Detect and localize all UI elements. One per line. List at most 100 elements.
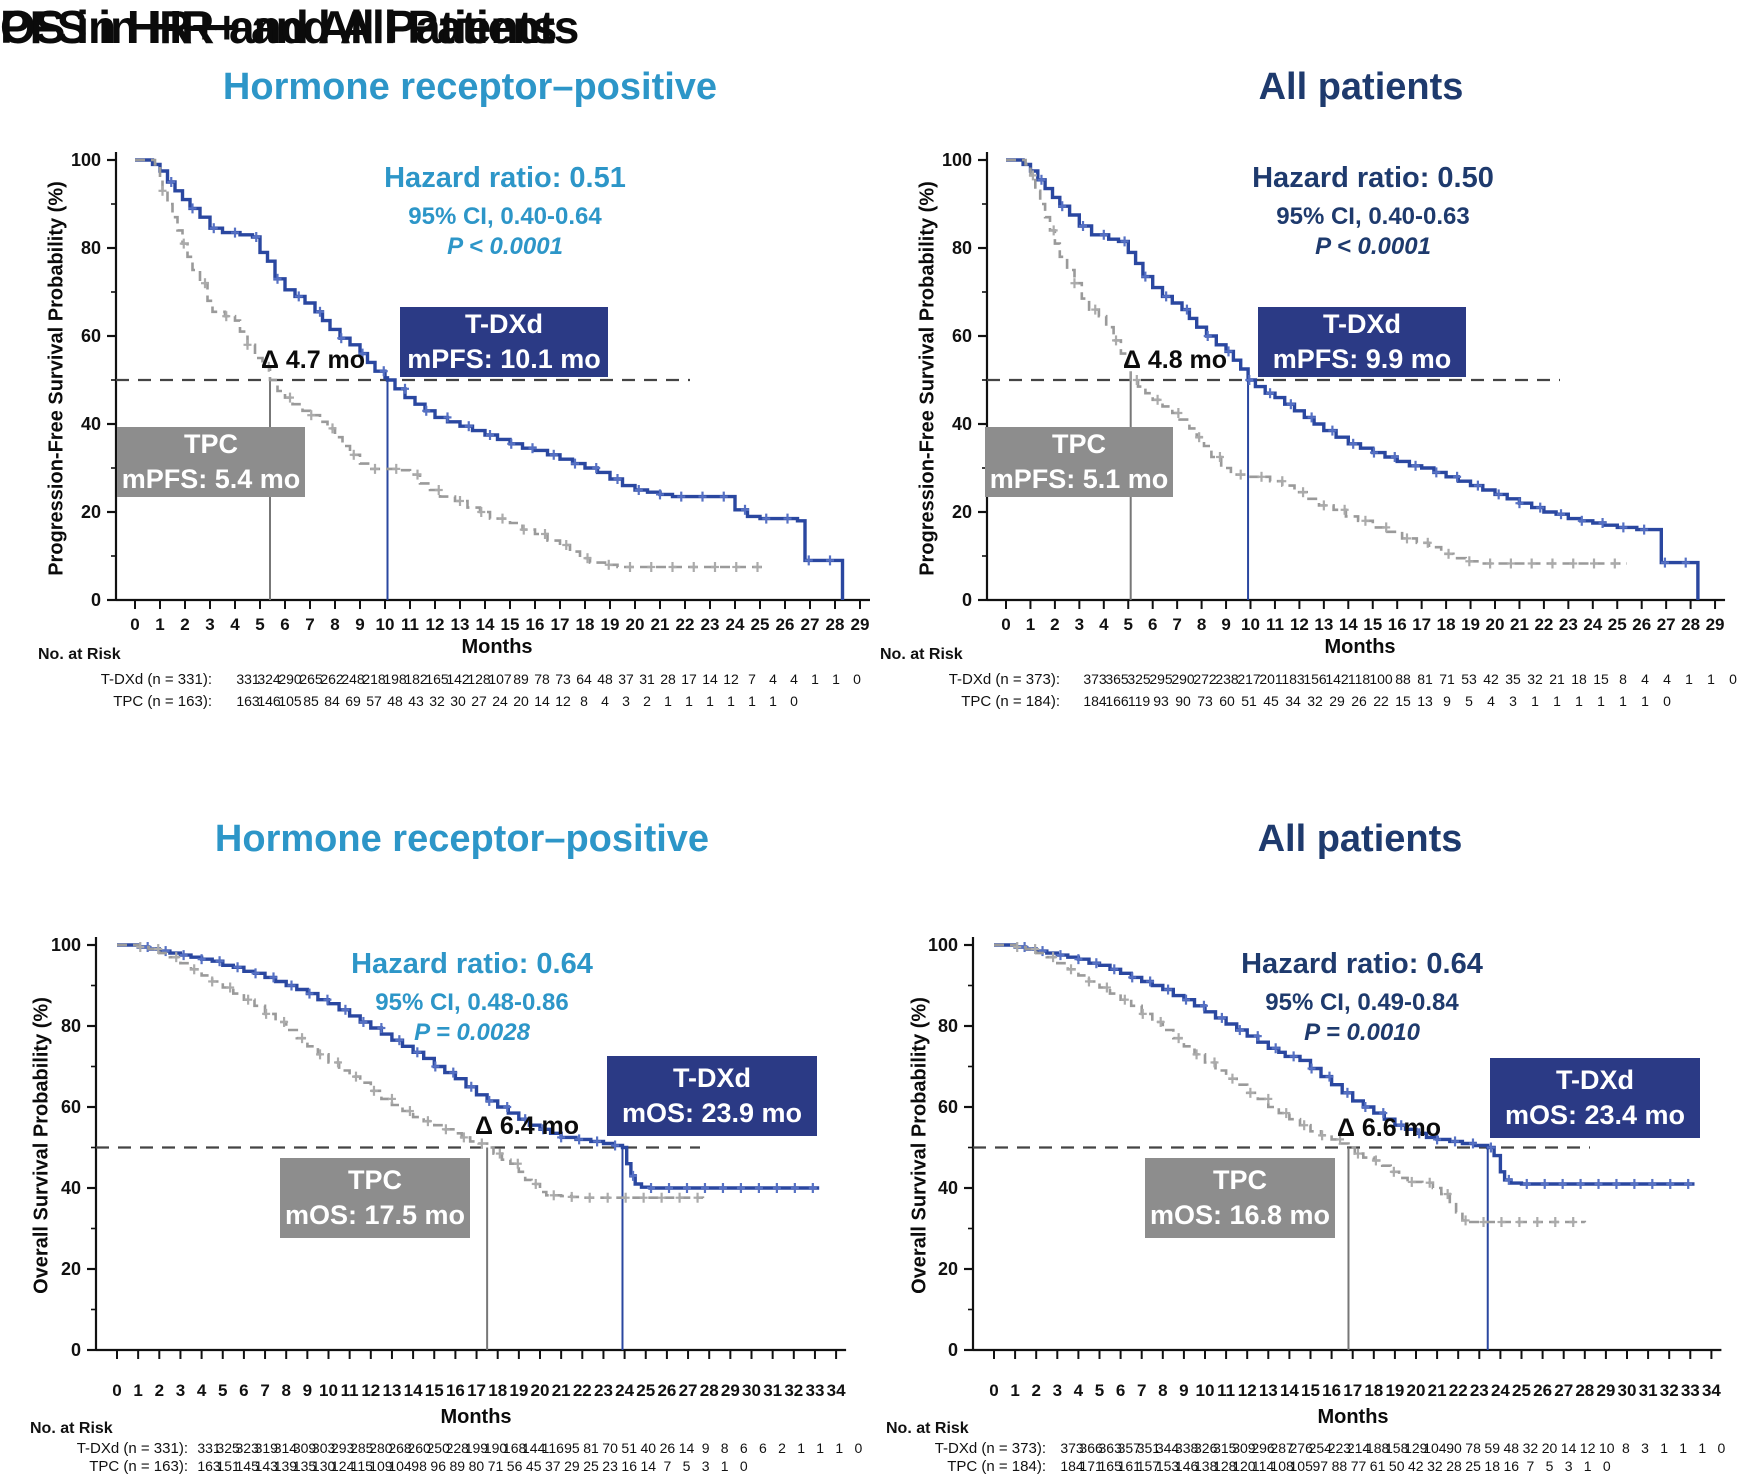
risk-value: 146 xyxy=(257,693,281,709)
risk-value: 3 xyxy=(702,1458,710,1474)
risk-value: 262 xyxy=(320,671,344,687)
risk-value: 324 xyxy=(257,671,281,687)
x-tick-label: 27 xyxy=(1657,615,1676,634)
risk-value: 14 xyxy=(679,1440,695,1456)
risk-value: 7 xyxy=(748,671,756,687)
x-tick-label: 9 xyxy=(1179,1381,1188,1400)
risk-value: 69 xyxy=(345,693,361,709)
risk-value: 3 xyxy=(1565,1458,1573,1474)
x-tick-label: 28 xyxy=(1575,1381,1594,1400)
x-tick-label: 7 xyxy=(1137,1381,1146,1400)
risk-value: 325 xyxy=(216,1440,240,1456)
x-tick-label: 3 xyxy=(1053,1381,1062,1400)
risk-value: 331 xyxy=(197,1440,221,1456)
risk-value: 77 xyxy=(1351,1458,1367,1474)
x-tick-label: 5 xyxy=(1124,615,1133,634)
y-tick-label: 60 xyxy=(61,1097,81,1117)
risk-value: 218 xyxy=(362,671,386,687)
risk-value: 365 xyxy=(1105,671,1129,687)
risk-value: 105 xyxy=(1290,1458,1314,1474)
risk-value: 182 xyxy=(404,671,428,687)
x-tick-label: 12 xyxy=(361,1381,380,1400)
x-tick-label: 16 xyxy=(446,1381,465,1400)
x-tick-label: 22 xyxy=(1449,1381,1468,1400)
x-tick-label: 8 xyxy=(330,615,339,634)
risk-value: 9 xyxy=(702,1440,710,1456)
risk-value: 163 xyxy=(236,693,260,709)
y-tick-label: 40 xyxy=(938,1178,958,1198)
risk-value: 363 xyxy=(1099,1440,1123,1456)
risk-value: 293 xyxy=(331,1440,355,1456)
risk-value: 8 xyxy=(721,1440,729,1456)
risk-value: 15 xyxy=(1395,693,1411,709)
x-tick-label: 21 xyxy=(552,1381,571,1400)
x-tick-label: 3 xyxy=(1075,615,1084,634)
x-tick-label: 0 xyxy=(112,1381,121,1400)
risk-value: 73 xyxy=(555,671,571,687)
x-tick-label: 34 xyxy=(1702,1381,1721,1400)
x-tick-label: 14 xyxy=(1280,1381,1299,1400)
risk-value: 59 xyxy=(1484,1440,1500,1456)
x-tick-label: 12 xyxy=(1238,1381,1257,1400)
risk-value: 199 xyxy=(465,1440,489,1456)
x-tick-label: 16 xyxy=(526,615,545,634)
risk-value: 146 xyxy=(1175,1458,1199,1474)
x-tick-label: 24 xyxy=(1491,1381,1510,1400)
x-tick-label: 27 xyxy=(679,1381,698,1400)
x-tick-label: 1 xyxy=(155,615,164,634)
x-tick-label: 25 xyxy=(1512,1381,1531,1400)
x-tick-label: 1 xyxy=(133,1381,142,1400)
x-tick-label: 2 xyxy=(180,615,189,634)
risk-value: 142 xyxy=(446,671,470,687)
x-tick-label: 24 xyxy=(726,615,745,634)
risk-value: 1 xyxy=(1641,693,1649,709)
risk-value: 168 xyxy=(503,1440,527,1456)
risk-value: 315 xyxy=(1213,1440,1237,1456)
risk-value: 18 xyxy=(1571,671,1587,687)
risk-value: 16 xyxy=(1504,1458,1520,1474)
x-tick-label: 28 xyxy=(700,1381,719,1400)
y-tick-label: 20 xyxy=(938,1259,958,1279)
risk-value: 128 xyxy=(1213,1458,1237,1474)
risk-value: 238 xyxy=(1215,671,1239,687)
risk-value: 1 xyxy=(748,693,756,709)
risk-value: 214 xyxy=(1347,1440,1371,1456)
y-tick-label: 80 xyxy=(952,238,972,258)
x-tick-label: 14 xyxy=(404,1381,423,1400)
risk-value: 1 xyxy=(685,693,693,709)
risk-value: 7 xyxy=(664,1458,672,1474)
y-tick-label: 40 xyxy=(61,1178,81,1198)
risk-value: 32 xyxy=(1523,1440,1539,1456)
risk-value: 145 xyxy=(236,1458,260,1474)
x-tick-label: 10 xyxy=(319,1381,338,1400)
x-tick-label: 15 xyxy=(1301,1381,1320,1400)
risk-value: 1 xyxy=(811,671,819,687)
x-tick-label: 27 xyxy=(1554,1381,1573,1400)
x-tick-label: 4 xyxy=(230,615,240,634)
risk-value: 143 xyxy=(255,1458,279,1474)
risk-value: 1 xyxy=(816,1440,824,1456)
x-tick-label: 25 xyxy=(636,1381,655,1400)
risk-value: 30 xyxy=(450,693,466,709)
risk-value: 115 xyxy=(351,1458,374,1474)
risk-value: 344 xyxy=(1156,1440,1180,1456)
x-tick-label: 14 xyxy=(1339,615,1358,634)
risk-value: 12 xyxy=(555,693,571,709)
risk-value: 161 xyxy=(1118,1458,1142,1474)
risk-value: 268 xyxy=(388,1440,412,1456)
x-tick-label: 19 xyxy=(1461,615,1480,634)
y-tick-label: 0 xyxy=(71,1340,81,1360)
risk-value: 0 xyxy=(1718,1440,1726,1456)
risk-value: 366 xyxy=(1079,1440,1103,1456)
y-tick-label: 20 xyxy=(61,1259,81,1279)
x-tick-label: 26 xyxy=(776,615,795,634)
x-tick-label: 30 xyxy=(1618,1381,1637,1400)
risk-value: 57 xyxy=(366,693,382,709)
risk-value: 32 xyxy=(1427,1458,1443,1474)
risk-value: 373 xyxy=(1083,671,1107,687)
risk-value: 14 xyxy=(702,671,718,687)
risk-value: 248 xyxy=(341,671,365,687)
x-tick-label: 9 xyxy=(355,615,364,634)
risk-value: 8 xyxy=(1622,1440,1630,1456)
risk-value: 373 xyxy=(1060,1440,1084,1456)
